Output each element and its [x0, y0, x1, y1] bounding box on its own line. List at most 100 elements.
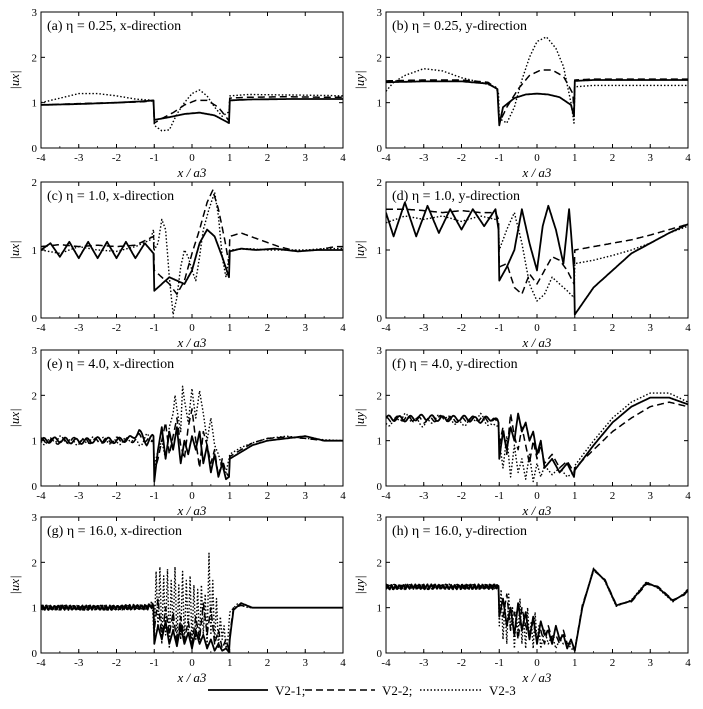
- y-tick-label: 0: [32, 313, 38, 325]
- x-tick-label: -1: [150, 657, 159, 669]
- y-tick-label: 0: [32, 648, 38, 660]
- y-tick-label: 2: [377, 177, 383, 189]
- y-tick-label: 2: [32, 557, 38, 569]
- x-tick-label: 2: [265, 490, 271, 502]
- series-line-V2-3: [386, 567, 688, 652]
- x-tick-label: 2: [265, 152, 271, 164]
- x-tick-label: -3: [74, 322, 84, 334]
- y-axis-title: |uy|: [352, 70, 367, 89]
- x-tick-label: 0: [534, 657, 540, 669]
- x-tick-label: 3: [648, 490, 654, 502]
- series-group: [41, 189, 343, 316]
- x-tick-label: 3: [303, 322, 309, 334]
- x-tick-label: 4: [685, 152, 691, 164]
- x-tick-label: 0: [534, 152, 540, 164]
- x-tick-label: 0: [189, 657, 195, 669]
- y-axis-title: |uy|: [352, 408, 367, 427]
- y-tick-label: 2: [377, 52, 383, 64]
- x-tick-label: -2: [112, 322, 121, 334]
- x-tick-label: -2: [457, 490, 466, 502]
- panel-1: -4 -3 -2 -1 0 1 2 3 4 0 1 2 3 (b) η = 0.25, y-directi…: [352, 7, 691, 180]
- x-tick-label: -2: [112, 490, 121, 502]
- x-tick-label: 4: [340, 490, 346, 502]
- x-tick-label: 2: [610, 490, 616, 502]
- series-group: [41, 89, 343, 132]
- legend-svg: V2-1; V2-2; V2-3: [208, 683, 516, 698]
- x-tick-label: 3: [648, 657, 654, 669]
- x-tick-label: 2: [610, 657, 616, 669]
- x-tick-label: 1: [227, 490, 233, 502]
- y-tick-label: 1: [32, 603, 38, 615]
- x-tick-label: -2: [457, 152, 466, 164]
- x-tick-label: -3: [419, 490, 429, 502]
- x-tick-label: 2: [265, 322, 271, 334]
- y-tick-label: 0: [377, 313, 383, 325]
- x-tick-label: 1: [227, 152, 233, 164]
- panel-3: -4 -3 -2 -1 0 1 2 3 4 0 1 2 (d) η = 1.0, y-direction…: [352, 177, 691, 350]
- panel-label: (f) η = 4.0, y-direction: [392, 357, 518, 372]
- x-tick-label: 1: [572, 490, 578, 502]
- y-tick-label: 0: [32, 143, 38, 155]
- y-tick-label: 1: [32, 436, 38, 448]
- panel-7: -4 -3 -2 -1 0 1 2 3 4 0 1 2 3 (h) η = 16.0, y-directi…: [352, 512, 691, 685]
- y-tick-label: 3: [32, 512, 38, 524]
- x-tick-label: -4: [381, 322, 391, 334]
- x-axis-title: x / a3: [177, 670, 207, 685]
- x-tick-label: 3: [303, 490, 309, 502]
- panel-label: (e) η = 4.0, x-direction: [47, 357, 174, 372]
- series-group: [386, 201, 688, 316]
- series-group: [386, 392, 688, 483]
- panel-0: -4 -3 -2 -1 0 1 2 3 4 0 1 2 3 (a) η = 0.25, x-directi…: [7, 7, 346, 180]
- x-tick-label: 4: [685, 490, 691, 502]
- x-axis-title: x / a3: [522, 165, 552, 180]
- y-axis-title: |ux|: [7, 408, 22, 427]
- y-tick-label: 3: [32, 345, 38, 357]
- x-tick-label: 4: [685, 322, 691, 334]
- x-tick-label: 1: [227, 322, 233, 334]
- y-tick-label: 2: [377, 557, 383, 569]
- x-tick-label: -4: [36, 490, 46, 502]
- y-tick-label: 3: [32, 7, 38, 19]
- x-tick-label: -4: [36, 657, 46, 669]
- x-tick-label: 3: [303, 657, 309, 669]
- x-tick-label: -4: [381, 152, 391, 164]
- x-tick-label: -2: [112, 657, 121, 669]
- x-tick-label: 2: [610, 322, 616, 334]
- series-line-V2-3: [386, 211, 688, 302]
- panel-4: -4 -3 -2 -1 0 1 2 3 4 0 1 2 3 (e) η = 4.0, x-directio…: [7, 345, 346, 518]
- x-tick-label: -1: [150, 490, 159, 502]
- y-tick-label: 3: [377, 345, 383, 357]
- y-tick-label: 1: [377, 98, 383, 110]
- legend-label: V2-1;: [275, 683, 305, 698]
- series-group: [386, 567, 688, 652]
- x-tick-label: 0: [189, 322, 195, 334]
- panel-label: (g) η = 16.0, x-direction: [47, 524, 182, 539]
- series-line-V2-2: [41, 189, 343, 295]
- x-tick-label: -1: [495, 657, 504, 669]
- x-tick-label: 1: [227, 657, 233, 669]
- series-group: [41, 552, 343, 653]
- series-line-V2-3: [41, 385, 343, 474]
- series-line-V2-2: [41, 408, 343, 478]
- series-line-V2-1: [41, 426, 343, 483]
- x-tick-label: 1: [572, 657, 578, 669]
- y-tick-label: 2: [32, 52, 38, 64]
- panel-5: -4 -3 -2 -1 0 1 2 3 4 0 1 2 3 (f) η = 4.0, y-directio…: [352, 345, 691, 518]
- x-tick-label: -1: [495, 322, 504, 334]
- x-axis-title: x / a3: [177, 165, 207, 180]
- series-line-V2-2: [386, 208, 688, 295]
- x-tick-label: 1: [572, 152, 578, 164]
- panel-label: (b) η = 0.25, y-direction: [392, 19, 527, 34]
- x-tick-label: -1: [150, 152, 159, 164]
- series-line-V2-1: [386, 201, 688, 316]
- panel-label: (d) η = 1.0, y-direction: [392, 189, 520, 204]
- y-axis-title: |ux|: [7, 240, 22, 259]
- x-tick-label: -1: [150, 322, 159, 334]
- panel-label: (a) η = 0.25, x-direction: [47, 19, 181, 34]
- x-tick-label: 0: [189, 490, 195, 502]
- series-group: [386, 36, 688, 127]
- series-line-V2-1: [386, 79, 688, 127]
- y-tick-label: 0: [377, 143, 383, 155]
- x-tick-label: -3: [419, 152, 429, 164]
- series-line-V2-3: [41, 89, 343, 132]
